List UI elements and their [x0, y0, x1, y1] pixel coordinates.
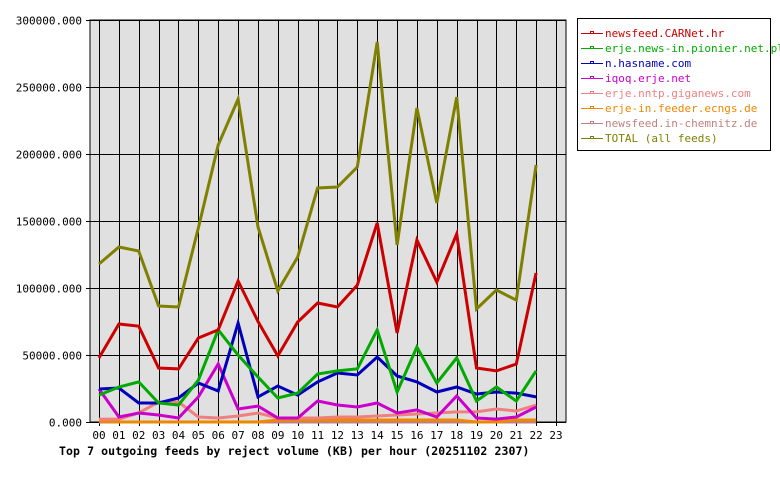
x-tick-label: 23 — [549, 429, 562, 442]
x-tick-label: 22 — [530, 429, 543, 442]
x-tick-label: 21 — [510, 429, 523, 442]
legend-line-marker-icon — [581, 28, 603, 39]
legend-item: newsfeed.in-chemnitz.de — [581, 116, 757, 131]
x-tick-label: 15 — [390, 429, 403, 442]
legend-line-marker-icon — [581, 103, 603, 114]
x-tick-label: 06 — [212, 429, 225, 442]
y-tick-label: 300000.000 — [16, 15, 82, 28]
legend-item: erje-in.feeder.ecngs.de — [581, 101, 757, 116]
legend-label: erje.nntp.giganews.com — [605, 87, 751, 100]
x-tick-label: 04 — [172, 429, 186, 442]
x-tick-label: 02 — [132, 429, 145, 442]
legend-item: iqoq.erje.net — [581, 71, 691, 86]
legend-item: TOTAL (all feeds) — [581, 131, 718, 146]
series-line-erje-in-feeder-ecngs-de — [98, 418, 537, 424]
x-tick-label: 20 — [490, 429, 503, 442]
y-tick-label: 0.000 — [49, 417, 82, 430]
series-line-total-all-feeds- — [98, 41, 538, 313]
series-line-iqoq-erje-net — [97, 360, 537, 421]
x-tick-label: 11 — [311, 429, 324, 442]
y-axis: 0.000 50000.000 100000.000 150000.000 200000… — [16, 15, 82, 430]
legend-label: newsfeed.in-chemnitz.de — [605, 117, 758, 130]
y-tick-label: 150000.000 — [16, 216, 82, 229]
legend-line-marker-icon — [581, 118, 603, 129]
series-line-n-hasname-com — [98, 317, 537, 405]
x-tick-label: 12 — [331, 429, 344, 442]
x-tick-label: 17 — [430, 429, 443, 442]
legend-item: erje.nntp.giganews.com — [581, 86, 751, 101]
x-tick-label: 18 — [450, 429, 463, 442]
series-line-erje-news-in-pionier-net-pl — [98, 325, 538, 407]
legend-line-marker-icon — [581, 73, 603, 84]
legend-line-marker-icon — [581, 133, 603, 144]
legend-label: n.hasname.com — [605, 57, 692, 70]
x-tick-label: 09 — [271, 429, 284, 442]
y-tick-label: 250000.000 — [16, 82, 82, 95]
x-tick-label: 16 — [410, 429, 423, 442]
legend-line-marker-icon — [581, 88, 603, 99]
y-tick-label: 200000.000 — [16, 149, 82, 162]
legend-item: erje.news-in.pionier.net.pl — [581, 41, 780, 56]
x-tick-label: 05 — [192, 429, 205, 442]
x-tick-label: 14 — [371, 429, 385, 442]
legend-line-marker-icon — [581, 58, 603, 69]
series-line-newsfeed-carnet-hr — [97, 222, 538, 373]
x-tick-label: 10 — [291, 429, 304, 442]
x-axis: 00 01 02 03 04 05 06 07 08 09 10 11 12 13 14 15 16 17 18 19… — [92, 429, 562, 442]
x-tick-label: 01 — [112, 429, 125, 442]
legend-label: erje.news-in.pionier.net.pl — [605, 42, 780, 55]
y-tick-label: 100000.000 — [16, 283, 82, 296]
x-tick-label: 00 — [92, 429, 105, 442]
legend-label: TOTAL (all feeds) — [605, 132, 718, 145]
series-lines — [97, 41, 538, 424]
legend-label: iqoq.erje.net — [605, 72, 692, 85]
x-tick-label: 07 — [231, 429, 244, 442]
x-tick-label: 19 — [470, 429, 483, 442]
x-tick-label: 08 — [251, 429, 264, 442]
legend-item: newsfeed.CARNet.hr — [581, 26, 724, 41]
x-tick-label: 03 — [152, 429, 165, 442]
series-line-erje-nntp-giganews-com — [99, 400, 537, 421]
chart-title: Top 7 outgoing feeds by reject volume (K… — [59, 444, 530, 458]
legend: newsfeed.CARNet.hr erje.news-in.pionier.n… — [577, 18, 780, 151]
legend-line-marker-icon — [581, 43, 603, 54]
legend-label: erje-in.feeder.ecngs.de — [605, 102, 758, 115]
y-tick-label: 50000.000 — [22, 350, 82, 363]
x-tick-label: 13 — [351, 429, 364, 442]
legend-label: newsfeed.CARNet.hr — [605, 27, 725, 40]
legend-item: n.hasname.com — [581, 56, 691, 71]
